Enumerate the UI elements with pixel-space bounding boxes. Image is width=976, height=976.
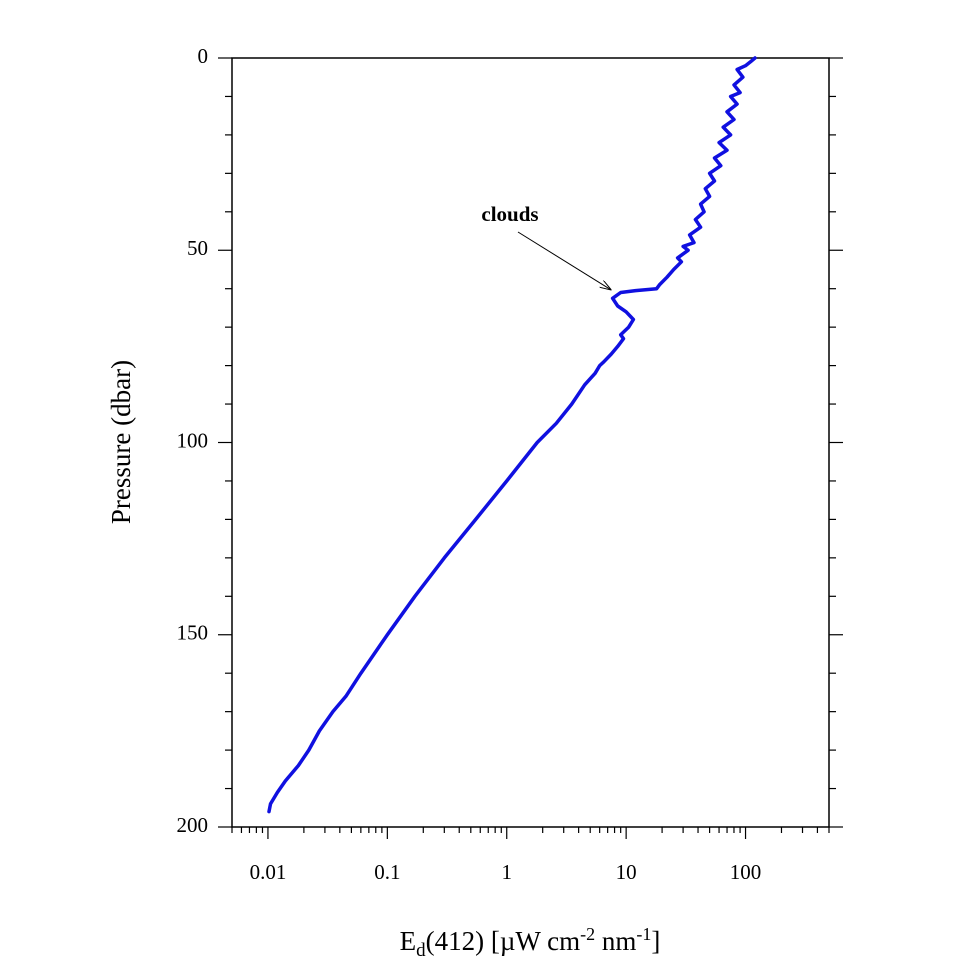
y-tick-label: 50 [187,236,208,260]
y-tick-label: 150 [177,621,209,645]
y-tick-label: 0 [198,44,209,68]
y-tick-label: 200 [177,813,209,837]
x-axis-title-main: E [400,926,417,956]
x-axis-title-sup1: -2 [580,924,595,944]
x-tick-label: 1 [501,860,512,884]
x-tick-label: 10 [616,860,637,884]
x-tick-label: 0.1 [374,860,400,884]
annotation-layer: clouds [481,202,610,290]
x-axis-title: Ed(412) [µW cm-2 nm-1] [400,924,661,961]
x-axis-title-mid: nm [595,926,636,956]
annotation-label: clouds [481,202,538,226]
x-tick-label: 0.01 [250,860,287,884]
series-layer [267,56,757,814]
x-axis-title-sup2: -1 [636,924,651,944]
plot-frame [231,57,830,828]
y-axis-title: Pressure (dbar) [106,360,136,524]
x-axis: 0.01 0.1 1 10 100 [231,827,830,884]
x-axis-title-sub: d [416,940,426,961]
profile-line [267,56,757,814]
annotation-arrow [517,231,611,290]
y-axis: 0 50 100 150 200 [177,44,843,837]
y-tick-label: 100 [177,428,209,452]
x-axis-title-end: ] [651,926,660,956]
x-tick-label: 100 [730,860,762,884]
x-axis-title-rest: (412) [µW cm [426,926,581,956]
